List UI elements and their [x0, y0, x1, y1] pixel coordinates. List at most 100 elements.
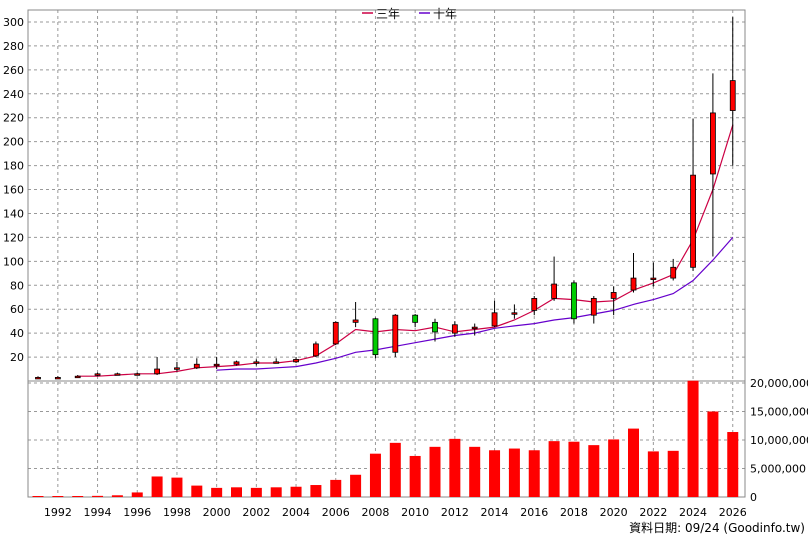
year-tick-label: 1992: [44, 506, 72, 519]
volume-bar-1994: [92, 495, 104, 497]
volume-bar-1998: [171, 477, 183, 497]
volume-bar-2011: [429, 446, 441, 497]
candle-2021: [630, 252, 637, 293]
candle-2018: [571, 280, 577, 324]
price-tick-label: 220: [3, 112, 24, 125]
candle-body: [193, 363, 200, 369]
volume-grid: [27, 380, 746, 498]
candle-1993: [74, 375, 81, 379]
volume-bar-2026: [727, 432, 739, 497]
year-tick-label: 2020: [600, 506, 628, 519]
volume-tick-label: 20,000,000: [750, 377, 808, 390]
price-tick-label: 40: [10, 327, 24, 340]
candle-2007: [352, 302, 359, 328]
volume-bar-2018: [568, 441, 580, 497]
candle-2022: [650, 262, 657, 287]
candle-2008: [372, 317, 379, 359]
volume-bar-2020: [608, 439, 620, 497]
candle-body: [551, 283, 557, 299]
candle-body: [710, 112, 716, 175]
candle-2003: [273, 358, 280, 364]
candle-1997: [154, 357, 161, 376]
volume-bar-2021: [628, 428, 639, 497]
candle-2001: [233, 360, 240, 366]
candle-body: [293, 359, 299, 363]
volume-panel-frame: [27, 380, 746, 498]
candle-body: [531, 298, 538, 311]
volume-bar-1993: [72, 496, 84, 497]
price-tick-label: 140: [3, 207, 24, 220]
volume-bar-1999: [191, 485, 203, 497]
candle-2004: [293, 357, 299, 364]
volume-bar-2006: [330, 479, 342, 497]
candle-body: [451, 324, 458, 334]
candle-body: [432, 321, 438, 333]
volume-bar-1996: [131, 492, 143, 497]
volume-bar-2025: [707, 411, 719, 497]
price-tick-label: 20: [10, 351, 24, 364]
volume-bar-1997: [151, 476, 163, 497]
price-axis: 20 40 60 80 100 120 140 160 180 200 220 240 260 280 30…: [3, 16, 24, 364]
candle-body: [412, 314, 419, 323]
candle-2012: [451, 321, 458, 337]
price-tick-label: 240: [3, 88, 24, 101]
candle-body: [352, 319, 359, 323]
volume-bar-2010: [409, 455, 421, 497]
volume-tick-label: 15,000,000: [750, 406, 808, 419]
year-tick-label: 2024: [679, 506, 707, 519]
candle-2002: [253, 359, 260, 366]
volume-bar-2014: [489, 450, 501, 497]
candle-2016: [531, 296, 538, 316]
candle-2024: [690, 118, 696, 271]
volume-bars: [32, 380, 739, 497]
year-tick-label: 2002: [242, 506, 270, 519]
candle-body: [471, 326, 478, 330]
volume-bar-2013: [469, 446, 481, 497]
candle-body: [233, 361, 240, 365]
candle-body: [491, 312, 498, 327]
year-tick-label: 2008: [361, 506, 389, 519]
price-tick-label: 80: [10, 279, 24, 292]
candle-2006: [332, 321, 339, 346]
candle-1996: [134, 372, 141, 376]
volume-bar-2015: [508, 448, 520, 497]
price-tick-label: 200: [3, 136, 24, 149]
legend-label-0: 三年: [376, 7, 400, 21]
candle-body: [213, 363, 220, 367]
candle-body: [332, 321, 339, 345]
candle-1995: [114, 372, 121, 376]
candle-body: [273, 361, 280, 364]
candle-2010: [412, 313, 419, 328]
candle-2019: [590, 296, 597, 324]
year-tick-label: 1994: [84, 506, 112, 519]
candle-body: [392, 314, 399, 353]
volume-bar-2009: [389, 442, 401, 497]
candle-2015: [511, 304, 518, 319]
ma-three-year-line: [77, 124, 734, 377]
volume-bar-1992: [52, 496, 64, 497]
year-tick-label: 1996: [123, 506, 151, 519]
candle-body: [114, 373, 121, 376]
volume-tick-label: 10,000,000: [750, 434, 808, 447]
volume-bar-2007: [350, 474, 362, 497]
volume-tick-label: 0: [750, 491, 757, 504]
volume-bar-2001: [231, 487, 242, 497]
candlesticks: [35, 17, 736, 380]
candle-body: [54, 377, 61, 380]
volume-bar-2003: [270, 487, 282, 497]
volume-bar-2002: [250, 487, 262, 497]
volume-bar-2016: [528, 450, 540, 497]
x-axis: 1992 1994 1996 1998 2000 2002 2004 2006 2008 2010…: [44, 506, 747, 519]
candle-body: [590, 298, 597, 316]
year-tick-label: 2026: [719, 506, 747, 519]
candle-2017: [551, 256, 557, 301]
candle-1998: [174, 361, 180, 372]
price-tick-label: 180: [3, 160, 24, 173]
candle-body: [154, 368, 161, 375]
volume-bar-2024: [687, 380, 699, 497]
year-tick-label: 2016: [520, 506, 548, 519]
candle-body: [94, 373, 101, 376]
volume-bar-2012: [449, 438, 461, 497]
price-tick-label: 100: [3, 255, 24, 268]
